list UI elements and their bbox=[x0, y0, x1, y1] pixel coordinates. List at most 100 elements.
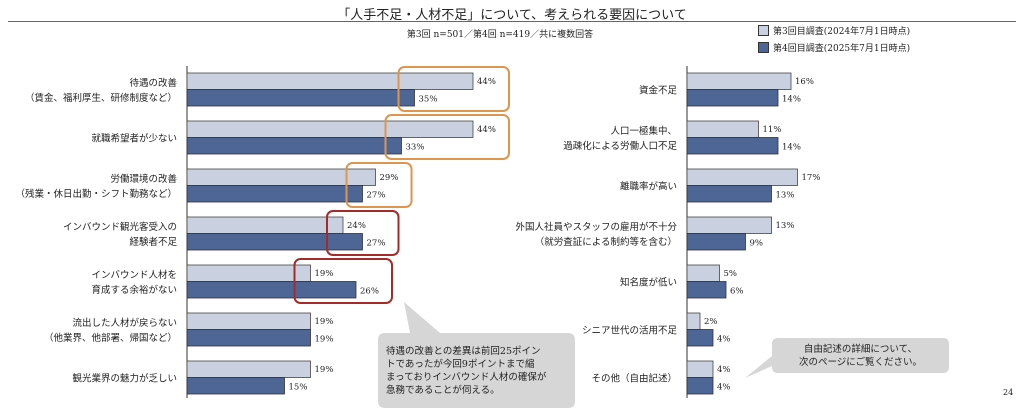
data-label-3rd: 24% bbox=[347, 221, 366, 231]
callout-line: 次のページにご覧ください。 bbox=[798, 357, 923, 368]
data-label-3rd: 19% bbox=[315, 365, 334, 375]
highlight-box-orange bbox=[384, 114, 510, 160]
bar-4th bbox=[186, 185, 363, 203]
bar-3rd bbox=[686, 312, 701, 330]
legend-label-3rd: 第3回目調査(2024年7月1日時点) bbox=[773, 27, 911, 37]
legend-item-3rd: 第3回目調査(2024年7月1日時点) bbox=[758, 24, 910, 37]
data-label-4th: 13% bbox=[776, 191, 795, 201]
data-label-4th: 15% bbox=[289, 383, 308, 393]
bar-3rd bbox=[686, 264, 720, 282]
data-label-4th: 33% bbox=[406, 143, 425, 153]
bar-4th bbox=[186, 137, 402, 155]
legend-swatch-4th bbox=[758, 42, 769, 53]
category-label: 過疎化による労働人口不足 bbox=[563, 140, 677, 152]
bar-3rd bbox=[686, 168, 798, 186]
category-label: 待遇の改善 bbox=[129, 77, 177, 89]
category-label: その他（自由記述） bbox=[591, 373, 677, 385]
callout-line: トであったが今回9ポイントまで縮 bbox=[386, 359, 535, 370]
category-label: （他業界、他部署、帰国など） bbox=[44, 332, 177, 344]
data-label-3rd: 5% bbox=[724, 269, 738, 279]
bar-4th bbox=[186, 377, 285, 395]
data-label-4th: 9% bbox=[750, 239, 764, 249]
data-label-4th: 26% bbox=[360, 287, 379, 297]
data-label-3rd: 44% bbox=[477, 77, 496, 87]
bar-3rd bbox=[186, 312, 311, 330]
data-label-3rd: 4% bbox=[717, 365, 731, 375]
bar-3rd bbox=[186, 264, 311, 282]
bar-3rd bbox=[686, 120, 759, 138]
bar-3rd bbox=[686, 216, 772, 234]
data-label-3rd: 44% bbox=[477, 125, 496, 135]
data-label-4th: 14% bbox=[782, 95, 801, 105]
bar-4th bbox=[186, 89, 415, 107]
callout-right-text: 自由記述の詳細について、 次のページにご覧ください。 bbox=[772, 343, 949, 369]
legend-label-4th: 第4回目調査(2025年7月1日時点) bbox=[773, 44, 911, 54]
callout-left-text: 待遇の改善との差異は前回25ポイン トであったが今回9ポイントまで縮 まっており… bbox=[386, 345, 546, 397]
chart-subtitle: 第3回 n=501／第4回 n=419／共に複数回答 bbox=[406, 30, 594, 40]
bar-3rd bbox=[186, 72, 474, 90]
callout-line: まっておりインバウンド人材の確保が bbox=[386, 372, 547, 383]
callout-line: 自由記述の詳細について、 bbox=[803, 344, 918, 355]
data-label-4th: 4% bbox=[717, 335, 731, 345]
category-label: 経験者不足 bbox=[129, 236, 177, 248]
data-label-4th: 6% bbox=[730, 287, 744, 297]
bar-4th bbox=[686, 89, 779, 107]
category-label: 人口一極集中、 bbox=[610, 125, 677, 137]
category-label: 外国人社員やスタッフの雇用が不十分 bbox=[515, 221, 677, 233]
category-label: 流出した人材が戻らない bbox=[72, 317, 177, 329]
category-label: 労働環境の改善 bbox=[110, 173, 177, 185]
category-label: 知名度が低い bbox=[620, 277, 677, 289]
bar-4th bbox=[186, 233, 363, 251]
legend-item-4th: 第4回目調査(2025年7月1日時点) bbox=[758, 41, 910, 54]
category-label: （残業・休日出勤・シフト勤務など） bbox=[15, 188, 177, 200]
bar-3rd bbox=[686, 72, 792, 90]
category-label: 観光業界の魅力が乏しい bbox=[72, 373, 177, 385]
category-label: インバウンド人材を bbox=[91, 269, 177, 281]
page-number: 24 bbox=[1003, 388, 1014, 397]
highlight-box-orange bbox=[397, 66, 510, 112]
category-label: 資金不足 bbox=[639, 85, 678, 97]
category-label: （賃金、福利厚生、研修制度など） bbox=[25, 92, 177, 104]
bar-4th bbox=[186, 281, 357, 299]
legend-swatch-3rd bbox=[758, 25, 769, 36]
bar-4th bbox=[686, 185, 772, 203]
category-label: シニア世代の活用不足 bbox=[582, 325, 678, 337]
data-label-4th: 27% bbox=[367, 239, 386, 249]
bar-4th bbox=[686, 377, 714, 395]
highlight-box-red bbox=[293, 258, 393, 304]
highlight-box-orange bbox=[345, 162, 413, 208]
bar-3rd bbox=[186, 120, 474, 138]
data-label-3rd: 29% bbox=[380, 173, 399, 183]
data-label-3rd: 11% bbox=[763, 125, 782, 135]
bar-3rd bbox=[186, 360, 311, 378]
data-label-3rd: 2% bbox=[704, 317, 718, 327]
bar-4th bbox=[686, 233, 746, 251]
data-label-3rd: 17% bbox=[802, 173, 821, 183]
data-label-3rd: 19% bbox=[315, 269, 334, 279]
data-label-4th: 14% bbox=[782, 143, 801, 153]
bar-4th bbox=[686, 137, 779, 155]
category-label: 就職希望者が少ない bbox=[91, 133, 177, 145]
callout-left-bubble bbox=[378, 302, 575, 408]
data-label-4th: 19% bbox=[315, 335, 334, 345]
category-label: 離職率が高い bbox=[620, 181, 677, 193]
highlight-box-red bbox=[326, 210, 400, 256]
data-label-4th: 4% bbox=[717, 383, 731, 393]
bar-4th bbox=[686, 329, 714, 347]
data-label-3rd: 16% bbox=[795, 77, 814, 87]
data-label-4th: 35% bbox=[419, 95, 438, 105]
bar-4th bbox=[686, 281, 727, 299]
bar-3rd bbox=[186, 216, 344, 234]
data-label-3rd: 13% bbox=[776, 221, 795, 231]
category-label: インバウンド観光客受入の bbox=[63, 221, 177, 233]
callout-line: 急務であることが伺える。 bbox=[386, 385, 500, 396]
bar-3rd bbox=[686, 360, 714, 378]
data-label-4th: 27% bbox=[367, 191, 386, 201]
category-label: 育成する余裕がない bbox=[91, 284, 177, 296]
title-divider bbox=[8, 21, 1016, 22]
callout-right-bubble bbox=[745, 338, 949, 378]
category-label: （就労査証による制約等を含む） bbox=[535, 236, 677, 248]
callout-line: 待遇の改善との差異は前回25ポイン bbox=[386, 346, 541, 357]
data-label-3rd: 19% bbox=[315, 317, 334, 327]
